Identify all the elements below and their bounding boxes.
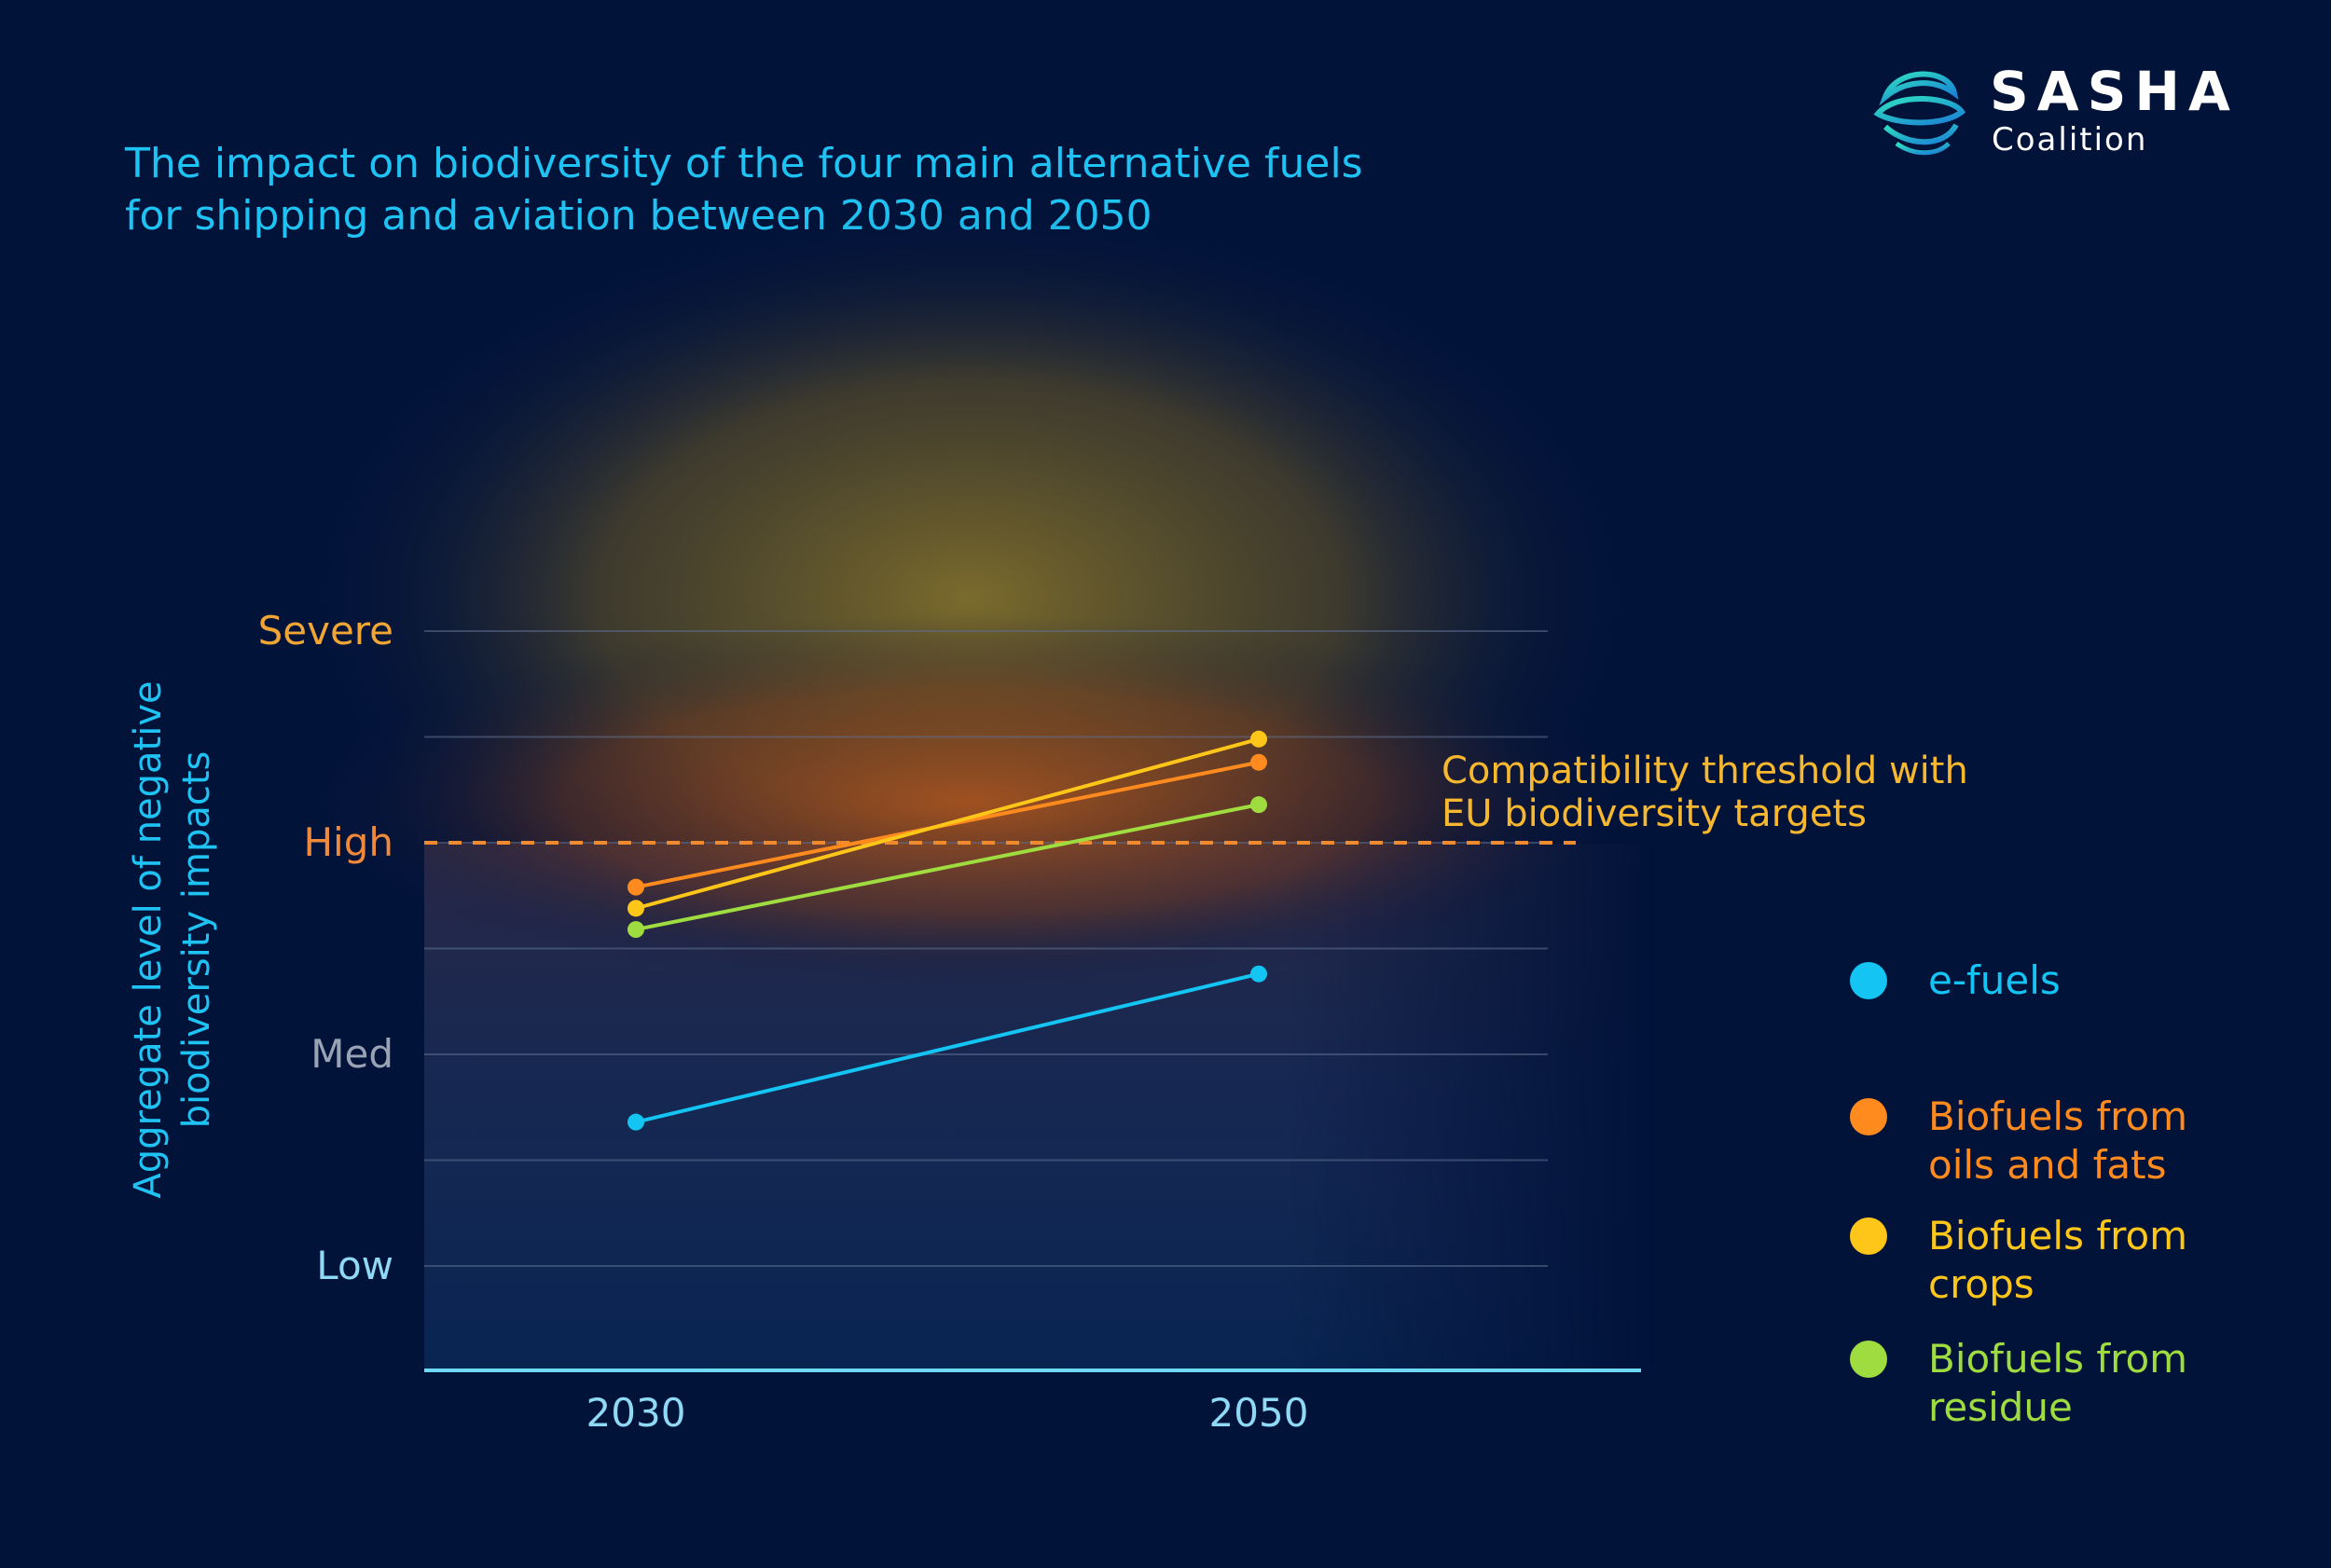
legend-label: Biofuels from residue	[1928, 1335, 2283, 1432]
legend-label-line: oils and fats	[1928, 1142, 2167, 1188]
series-line	[635, 736, 1260, 911]
threshold-label-line: EU biodiversity targets	[1441, 792, 1867, 835]
y-axis-ticks: Low Med High Severe	[258, 608, 393, 1288]
orange-glow	[298, 615, 1641, 988]
data-point	[628, 900, 644, 917]
data-point	[1250, 730, 1267, 748]
sasha-globe-icon	[1873, 71, 1965, 156]
legend-color-dot	[1850, 1098, 1887, 1135]
data-point	[628, 878, 644, 896]
series-line	[635, 803, 1260, 932]
legend-color-dot	[1850, 1217, 1887, 1255]
y-tick-label: Low	[316, 1243, 393, 1288]
data-point	[1250, 965, 1267, 983]
legend-label-line: crops	[1928, 1261, 2034, 1307]
x-tick-label: 2030	[586, 1390, 686, 1436]
legend-label-line: Biofuels from	[1928, 1093, 2188, 1139]
y-axis-label: Aggregate level of negative biodiversity …	[127, 681, 218, 1198]
threshold-label-line: Compatibility threshold with	[1441, 750, 1968, 792]
logo-name: SASHA	[1990, 60, 2239, 123]
data-point	[1250, 753, 1267, 771]
y-axis-label-line: biodiversity impacts	[175, 751, 218, 1129]
legend-label-line: residue	[1928, 1384, 2073, 1430]
chart-title-line-1: The impact on biodiversity of the four m…	[125, 140, 1363, 187]
y-tick-label: High	[303, 819, 393, 865]
x-tick-label: 2050	[1209, 1390, 1309, 1436]
legend-label: e-fuels	[1928, 956, 2283, 1005]
data-point	[628, 921, 644, 939]
legend-label-line: Biofuels from	[1928, 1336, 2188, 1382]
sasha-logo: SASHA Coalition	[1869, 60, 2279, 172]
y-axis-label-line: Aggregate level of negative	[127, 681, 170, 1198]
legend-label-line: e-fuels	[1928, 957, 2061, 1003]
legend-color-dot	[1850, 962, 1887, 999]
legend-label-line: Biofuels from	[1928, 1213, 2188, 1259]
x-axis-ticks: 2030 2050	[586, 1390, 1309, 1436]
legend-label: Biofuels from crops	[1928, 1212, 2283, 1309]
series-biofuels-from-residue	[628, 796, 1267, 939]
y-tick-label: Med	[310, 1031, 393, 1077]
legend-label: Biofuels from oils and fats	[1928, 1093, 2283, 1190]
series-e-fuels	[628, 965, 1267, 1131]
data-point	[628, 1113, 644, 1131]
series-line	[635, 971, 1260, 1124]
y-tick-label: Severe	[258, 608, 393, 653]
data-point	[1250, 796, 1267, 814]
legend-color-dot	[1850, 1341, 1887, 1378]
series-lines	[628, 730, 1267, 1131]
logo-subtitle: Coalition	[1992, 121, 2148, 158]
series-biofuels-from-crops	[628, 730, 1267, 917]
